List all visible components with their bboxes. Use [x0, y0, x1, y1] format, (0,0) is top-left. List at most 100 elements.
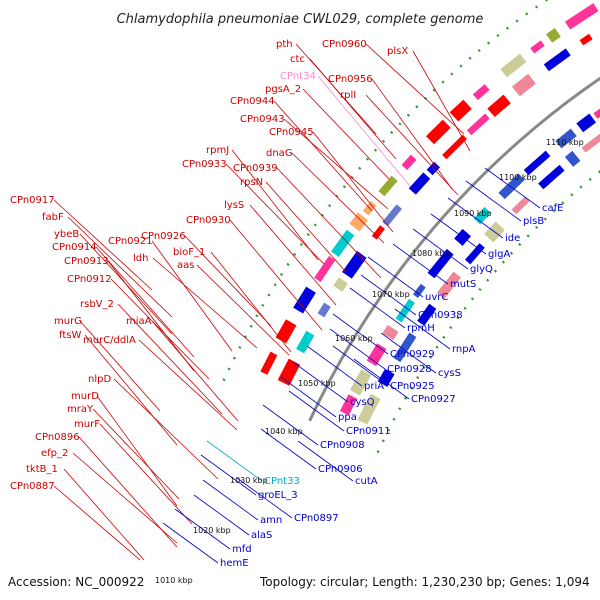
forward-gene-label: CPn0943 [240, 114, 285, 125]
forward-gene-label: CPn0933 [182, 159, 227, 170]
reverse-gene-label: CPnt33 [264, 476, 300, 487]
forward-gene-label: rpsN [240, 177, 263, 188]
reverse-leader-line [236, 477, 293, 519]
reverse-leader-line [280, 376, 337, 418]
forward-gene-label: CPn0914 [52, 242, 97, 253]
reverse-gene-label: CPn0925 [390, 381, 435, 392]
reverse-gene-feature [382, 324, 399, 341]
scale-label: 1020 kbp [193, 526, 231, 535]
forward-leader-line [152, 257, 258, 349]
reverse-gene-feature [511, 196, 530, 215]
reverse-gene-label: CPn0938 [418, 310, 463, 321]
forward-gene-label: CPn0956 [328, 74, 373, 85]
reverse-gene-label: mfd [232, 544, 252, 555]
forward-leader-line [84, 334, 178, 446]
forward-leader-line [63, 468, 145, 561]
reverse-gene-feature [393, 332, 417, 363]
reverse-gene-feature [427, 248, 454, 279]
reverse-gene-feature [555, 128, 577, 149]
forward-gene-label: ftsW [59, 330, 81, 341]
forward-gene-label: murD [71, 391, 99, 402]
reverse-gene-label: CPn0928 [387, 364, 432, 375]
reverse-gene-label: CPn0929 [390, 349, 435, 360]
reverse-leader-line [332, 345, 389, 387]
scale-label: 1070 kbp [372, 290, 410, 299]
reverse-gene-label: glyQ [470, 264, 493, 275]
forward-gene-label: CPn0939 [233, 163, 278, 174]
forward-gene-label: CPn0921 [108, 236, 153, 247]
reverse-gene-feature [593, 108, 600, 119]
reverse-gene-label: cysQ [350, 397, 375, 408]
forward-leader-line [184, 235, 272, 327]
forward-gene-label: CPn0926 [141, 231, 186, 242]
forward-leader-line [412, 50, 471, 152]
forward-leader-line [53, 485, 141, 561]
reverse-gene-label: cysS [438, 368, 461, 379]
reverse-gene-label: priA [364, 381, 384, 392]
forward-leader-line [249, 204, 337, 306]
map-title: Chlamydophila pneumoniae CWL029, complet… [117, 12, 484, 27]
forward-gene-label: efp_2 [41, 448, 68, 459]
forward-leader-line [273, 100, 373, 212]
reverse-leader-line [465, 180, 522, 222]
forward-gene-label: tktB_1 [26, 464, 58, 475]
reverse-leader-line [288, 390, 345, 432]
forward-leader-line [110, 278, 210, 380]
reverse-gene-label: CPn0906 [318, 464, 363, 475]
genome-summary-text: Topology: circular; Length: 1,230,230 bp… [259, 575, 590, 589]
forward-leader-line [265, 181, 347, 273]
forward-gene-label: CPn0930 [186, 215, 231, 226]
forward-gene-feature [296, 330, 315, 354]
reverse-leader-line [329, 328, 386, 370]
forward-gene-feature [500, 53, 527, 78]
reverse-leader-line [206, 440, 263, 482]
forward-leader-line [151, 320, 239, 422]
forward-gene-label: murG [54, 316, 82, 327]
forward-gene-label: aas [177, 260, 194, 271]
reverse-gene-label: rpmH [407, 323, 435, 334]
reverse-leader-line [260, 428, 317, 470]
reverse-gene-label: hemE [220, 558, 249, 569]
reverse-leader-line [162, 522, 219, 564]
forward-leader-line [92, 408, 180, 500]
accession-text: Accession: NC_000922 [8, 575, 144, 589]
forward-gene-feature [331, 229, 355, 257]
forward-gene-label: CPn0960 [322, 39, 367, 50]
genome-backbone [308, 76, 600, 422]
forward-gene-feature [449, 99, 472, 122]
forward-leader-line [113, 378, 219, 480]
forward-leader-line [67, 216, 173, 318]
forward-gene-label: murC/ddlA [83, 335, 136, 346]
reverse-leader-line [200, 454, 257, 496]
forward-leader-line [365, 94, 459, 196]
forward-gene-feature [371, 225, 385, 240]
forward-leader-line [225, 163, 325, 265]
forward-gene-feature [342, 250, 367, 279]
outer-tick-ring [222, 0, 549, 382]
reverse-leader-line [353, 358, 410, 400]
forward-gene-label: CPn0917 [10, 195, 55, 206]
reverse-leader-line [380, 332, 437, 374]
forward-gene-feature [293, 286, 316, 314]
scale-label: 1050 kbp [298, 379, 336, 388]
reverse-leader-line [306, 345, 363, 387]
reverse-leader-line [297, 440, 354, 482]
reverse-gene-label: rnpA [452, 344, 476, 355]
forward-gene-label: CPn0944 [230, 96, 275, 107]
reverse-gene-label: mutS [450, 279, 476, 290]
scale-label: 1040 kbp [265, 427, 303, 436]
forward-gene-feature [511, 73, 536, 97]
forward-gene-label: pth [276, 39, 293, 50]
scale-label: 1030 kbp [230, 476, 268, 485]
reverse-gene-feature [349, 369, 372, 396]
forward-gene-label: mraY [67, 404, 94, 415]
reverse-leader-line [412, 228, 469, 270]
forward-leader-line [231, 149, 319, 261]
forward-gene-label: ldh [133, 253, 148, 264]
forward-gene-feature [472, 84, 490, 101]
reverse-gene-label: cafE [542, 203, 563, 214]
forward-leader-line [309, 58, 397, 160]
reverse-gene-feature [357, 393, 381, 425]
